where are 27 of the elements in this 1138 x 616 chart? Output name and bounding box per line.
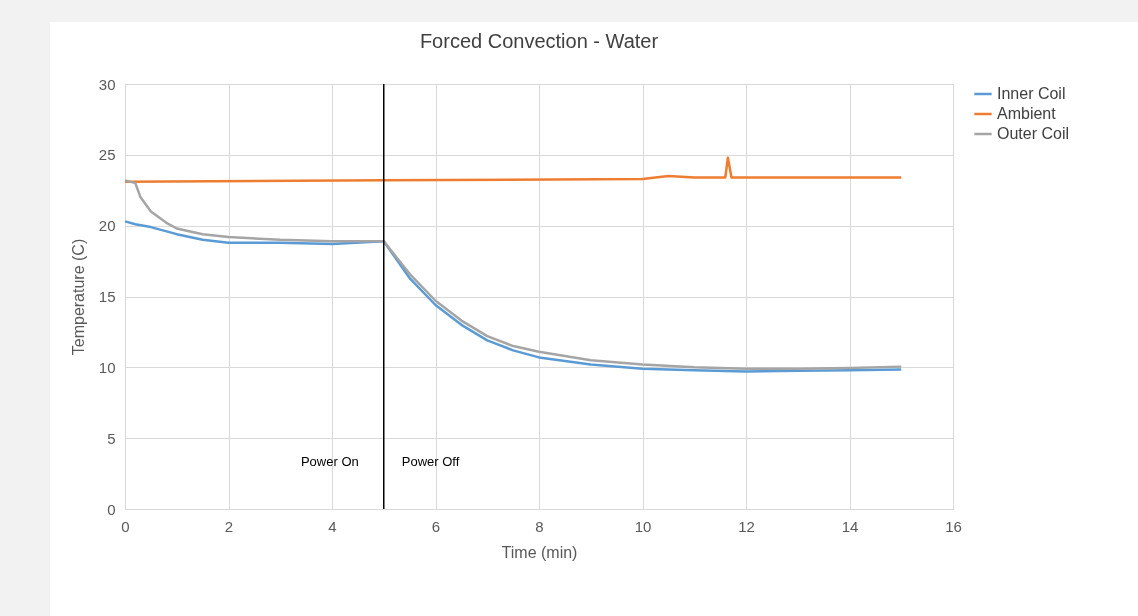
x-tick-label: 12 [738, 517, 755, 535]
line-series [123, 220, 903, 373]
x-tick-label: 10 [634, 517, 652, 535]
x-tick-label: 16 [945, 517, 962, 535]
chart-title: Forced Convection - Water [419, 30, 659, 52]
y-tick-label: 15 [98, 288, 116, 305]
y-tick-label: 25 [98, 146, 116, 164]
x-axis-title: Time (min) [501, 543, 578, 561]
x-tick-label: 6 [431, 517, 441, 535]
legend-label: Ambient [997, 105, 1057, 122]
x-tick-label: 14 [841, 517, 859, 535]
x-tick-label: 4 [328, 517, 337, 535]
x-tick-label: 0 [121, 517, 130, 535]
y-tick-label: 10 [98, 358, 116, 376]
line-series [123, 156, 903, 183]
legend-label: Outer Coil [997, 125, 1070, 142]
y-tick-label: 30 [98, 75, 116, 93]
annotation: Power Off [401, 454, 460, 470]
x-tick-label: 2 [224, 517, 234, 535]
legend-label: Inner Coil [997, 85, 1066, 102]
x-tick-label: 8 [535, 517, 544, 535]
annotation: Power On [300, 454, 359, 470]
y-tick-label: 0 [107, 500, 116, 518]
y-tick-label: 20 [98, 217, 116, 235]
y-axis-title: Temperature (C) [69, 238, 87, 356]
line-series [123, 179, 903, 370]
y-tick-label: 5 [107, 429, 116, 447]
